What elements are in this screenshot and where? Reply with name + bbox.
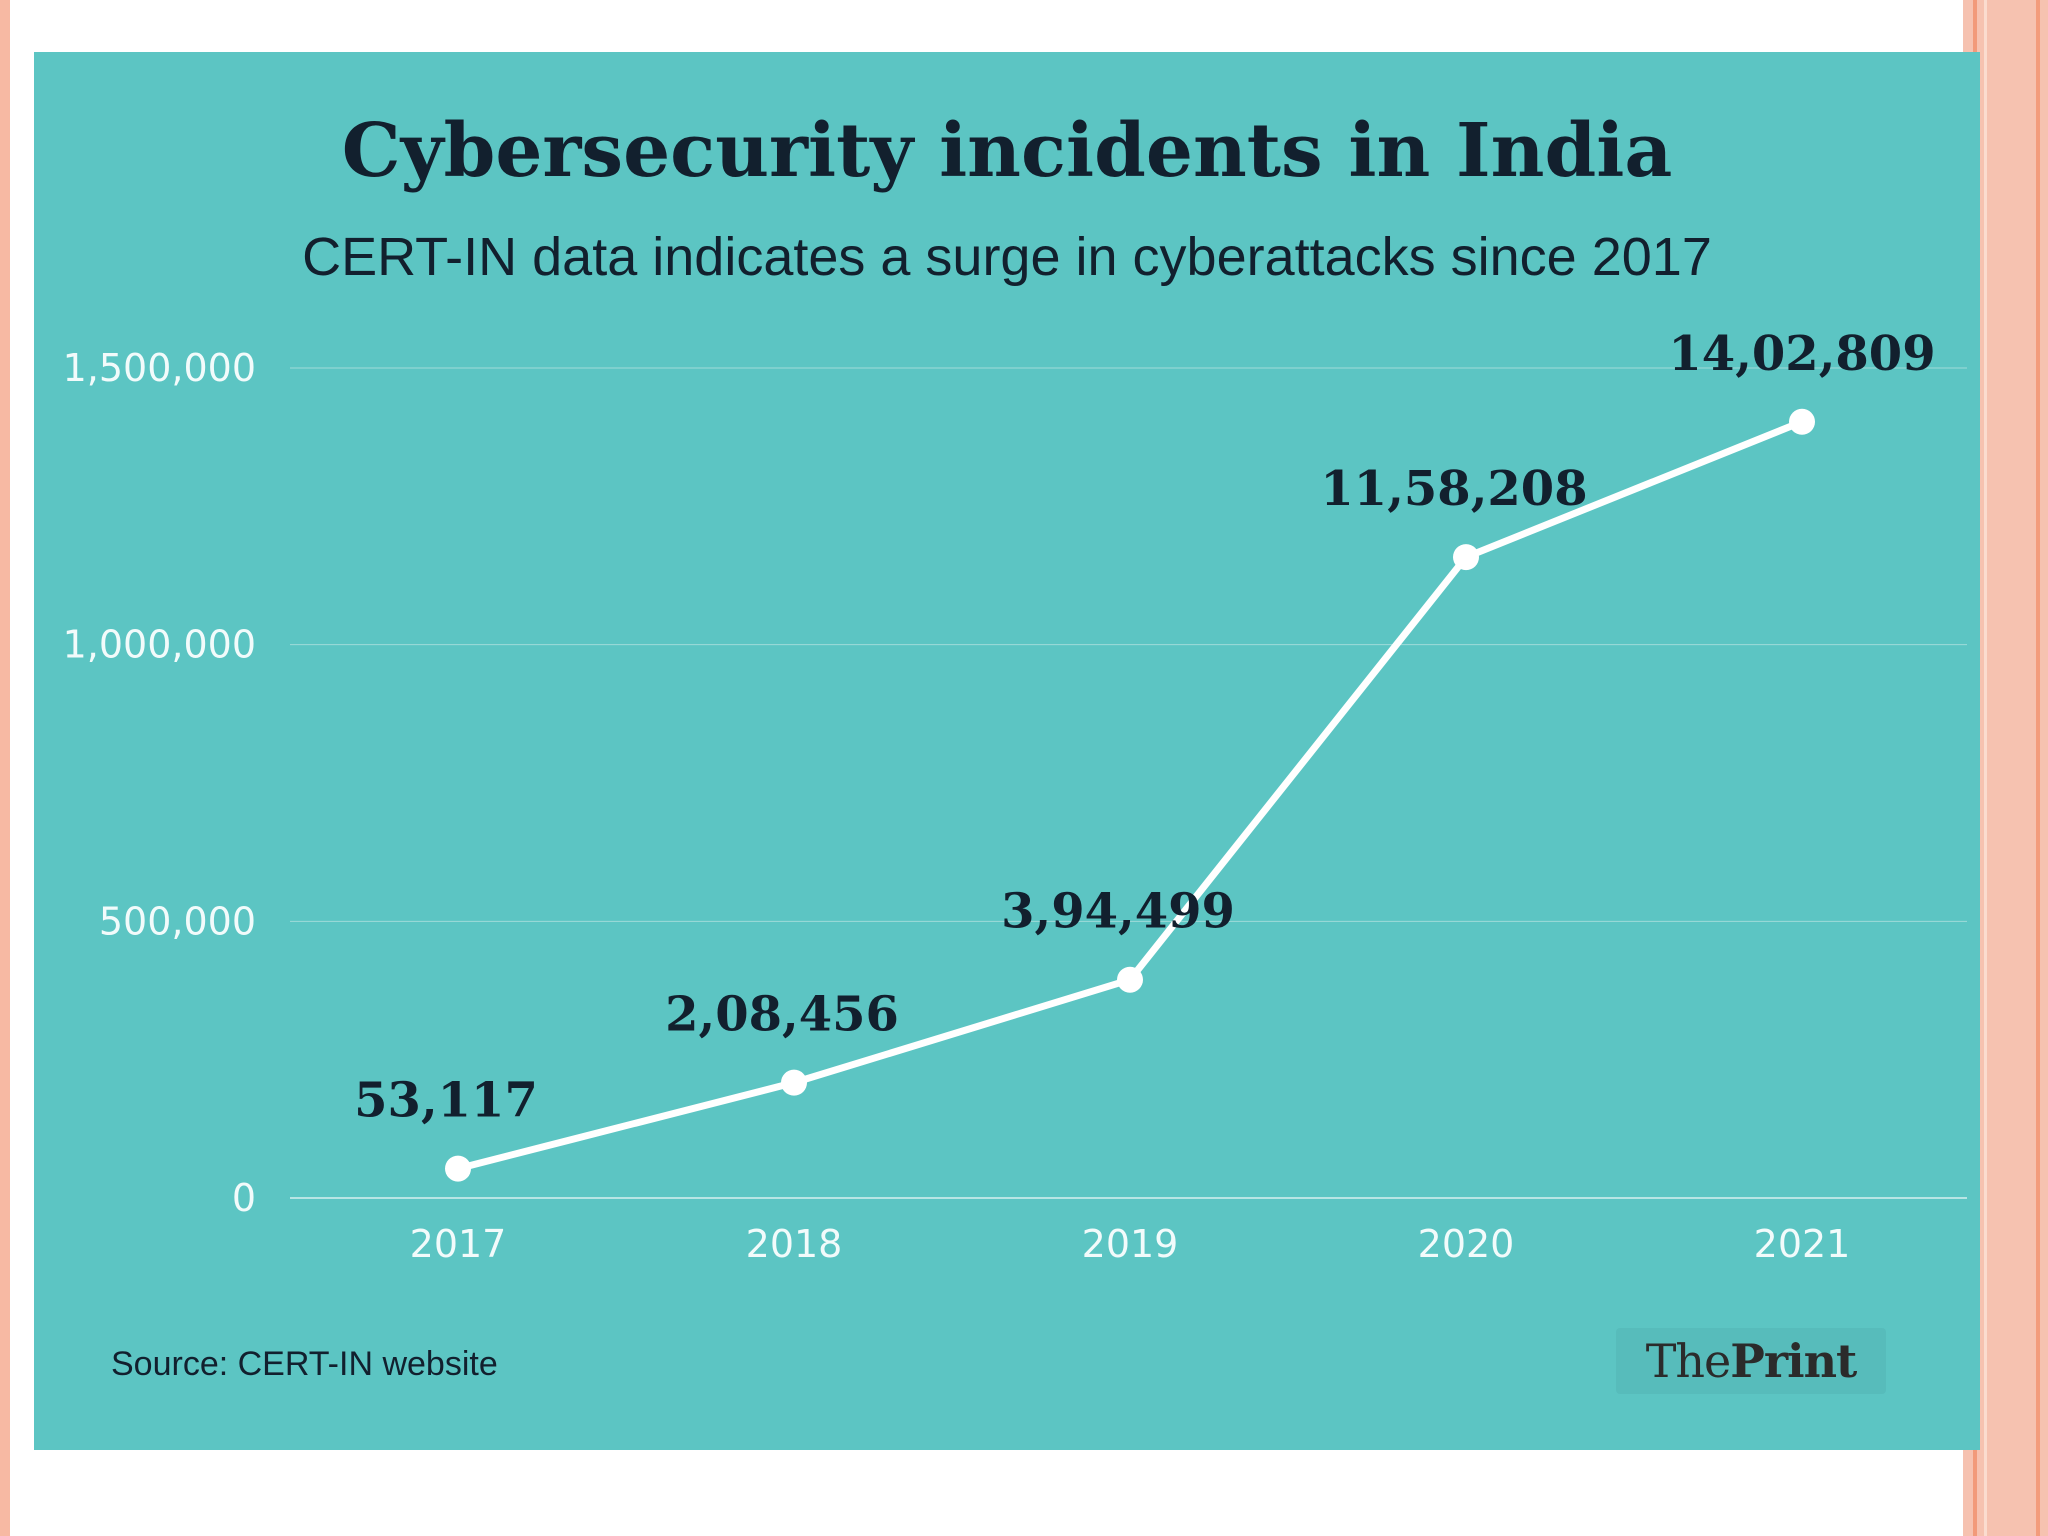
data-label: 53,117 — [354, 1073, 538, 1129]
data-point — [1453, 544, 1479, 571]
x-tick-label: 2019 — [1082, 1222, 1179, 1266]
data-label: 14,02,809 — [1668, 326, 1935, 382]
data-point — [1117, 966, 1143, 993]
data-point — [1789, 408, 1815, 435]
data-point — [445, 1155, 471, 1182]
series-line — [454, 418, 1806, 1173]
gridlines — [290, 367, 1967, 1199]
data-label: 2,08,456 — [665, 987, 899, 1043]
theprint-logo: ThePrint — [1616, 1328, 1886, 1394]
y-tick-label: 0 — [232, 1176, 256, 1220]
x-tick-label: 2017 — [410, 1222, 507, 1266]
data-label: 11,58,208 — [1320, 461, 1587, 517]
slide-right-border-line — [2036, 0, 2040, 1536]
y-tick-label: 500,000 — [99, 899, 256, 943]
x-axis-tick-labels: 2017 2018 2019 2020 2021 — [410, 1222, 1851, 1266]
slide-left-border — [0, 0, 10, 1536]
data-labels: 53,117 2,08,456 3,94,499 11,58,208 14,02,809 — [354, 326, 1935, 1129]
data-label: 3,94,499 — [1001, 884, 1235, 940]
chart-panel — [34, 52, 1980, 1450]
logo-text-the: The — [1645, 1334, 1732, 1388]
logo-text-print: Print — [1730, 1334, 1857, 1388]
source-note: Source: CERT-IN website — [111, 1345, 498, 1383]
x-tick-label: 2018 — [746, 1222, 843, 1266]
chart-title: Cybersecurity incidents in India — [341, 108, 1673, 194]
slide-right-border-line — [1984, 0, 1987, 1536]
data-point — [781, 1069, 807, 1096]
y-tick-label: 1,000,000 — [63, 623, 256, 667]
y-axis-tick-labels: 0 500,000 1,000,000 1,500,000 — [63, 346, 256, 1220]
x-tick-label: 2021 — [1754, 1222, 1851, 1266]
y-tick-label: 1,500,000 — [63, 346, 256, 390]
data-points — [445, 408, 1815, 1182]
x-tick-label: 2020 — [1418, 1222, 1515, 1266]
chart-subtitle: CERT-IN data indicates a surge in cybera… — [302, 227, 1712, 287]
series-line-layer — [454, 418, 1806, 1173]
